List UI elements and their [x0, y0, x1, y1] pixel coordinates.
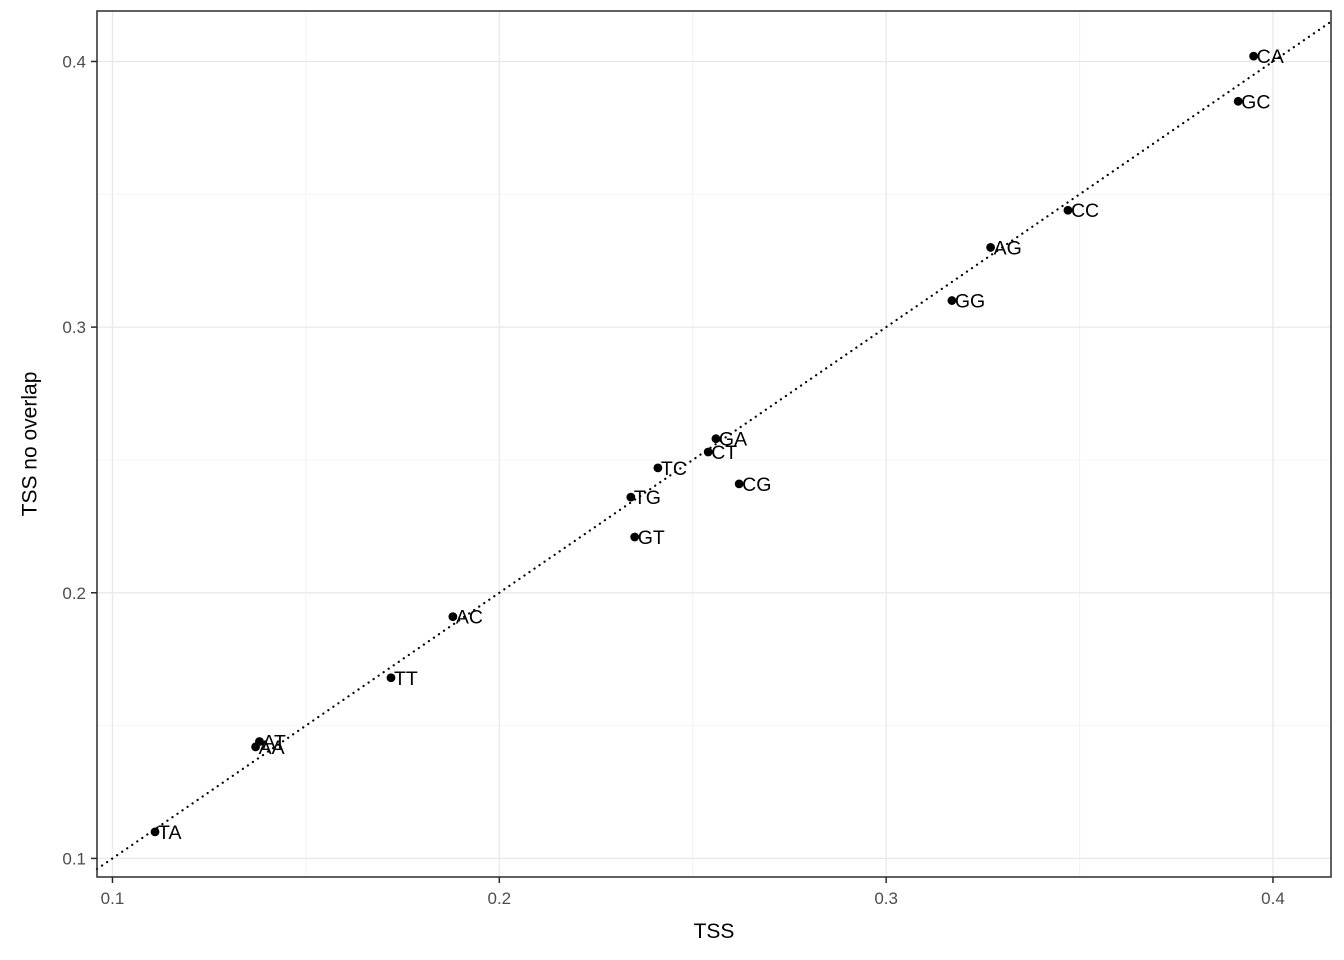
point-label-CA: CA — [1257, 46, 1284, 68]
plot-panel — [97, 11, 1331, 877]
point-label-GC: GC — [1241, 91, 1270, 113]
point-label-CG: CG — [742, 474, 771, 496]
point-label-AT: AT — [262, 732, 286, 754]
point-label-GT: GT — [638, 527, 665, 549]
point-label-AC: AC — [456, 607, 483, 629]
data-point-CA — [1249, 51, 1259, 61]
data-point-TC — [653, 463, 663, 473]
x-tick-label: 0.1 — [101, 889, 125, 908]
point-label-AG: AG — [994, 237, 1022, 259]
x-tick-label: 0.3 — [874, 889, 898, 908]
data-point-GG — [947, 296, 957, 305]
x-tick-label: 0.4 — [1261, 889, 1285, 908]
identity-line — [95, 20, 1333, 871]
point-label-TC: TC — [661, 458, 687, 480]
data-point-TG — [626, 492, 636, 502]
data-point-AG — [986, 243, 995, 252]
y-tick-label: 0.4 — [62, 52, 86, 71]
point-label-GA: GA — [719, 429, 747, 451]
point-label-TT: TT — [394, 668, 418, 690]
point-label-CC: CC — [1071, 200, 1099, 222]
data-point-CC — [1063, 205, 1073, 215]
y-tick-label: 0.3 — [62, 318, 86, 337]
point-label-TG: TG — [634, 487, 661, 509]
data-point-GT — [630, 532, 640, 542]
x-tick-label: 0.2 — [487, 889, 511, 908]
point-label-GG: GG — [955, 291, 985, 313]
data-point-GC — [1233, 96, 1243, 106]
y-tick-label: 0.1 — [62, 849, 86, 868]
panel-border — [96, 10, 1332, 878]
point-label-CT: CT — [711, 442, 737, 464]
data-point-AT — [255, 737, 264, 746]
y-tick-label: 0.2 — [62, 584, 86, 603]
data-point-AC — [448, 612, 458, 622]
y-axis-title: TSS no overlap — [18, 371, 42, 517]
point-label-TA: TA — [158, 822, 181, 844]
data-point-TA — [150, 827, 160, 837]
data-point-CT — [703, 447, 713, 457]
x-axis-title: TSS — [693, 920, 735, 943]
point-label-AA: AA — [259, 737, 285, 759]
data-point-GA — [711, 434, 721, 444]
data-point-CG — [734, 479, 744, 489]
data-point-TT — [386, 673, 396, 683]
